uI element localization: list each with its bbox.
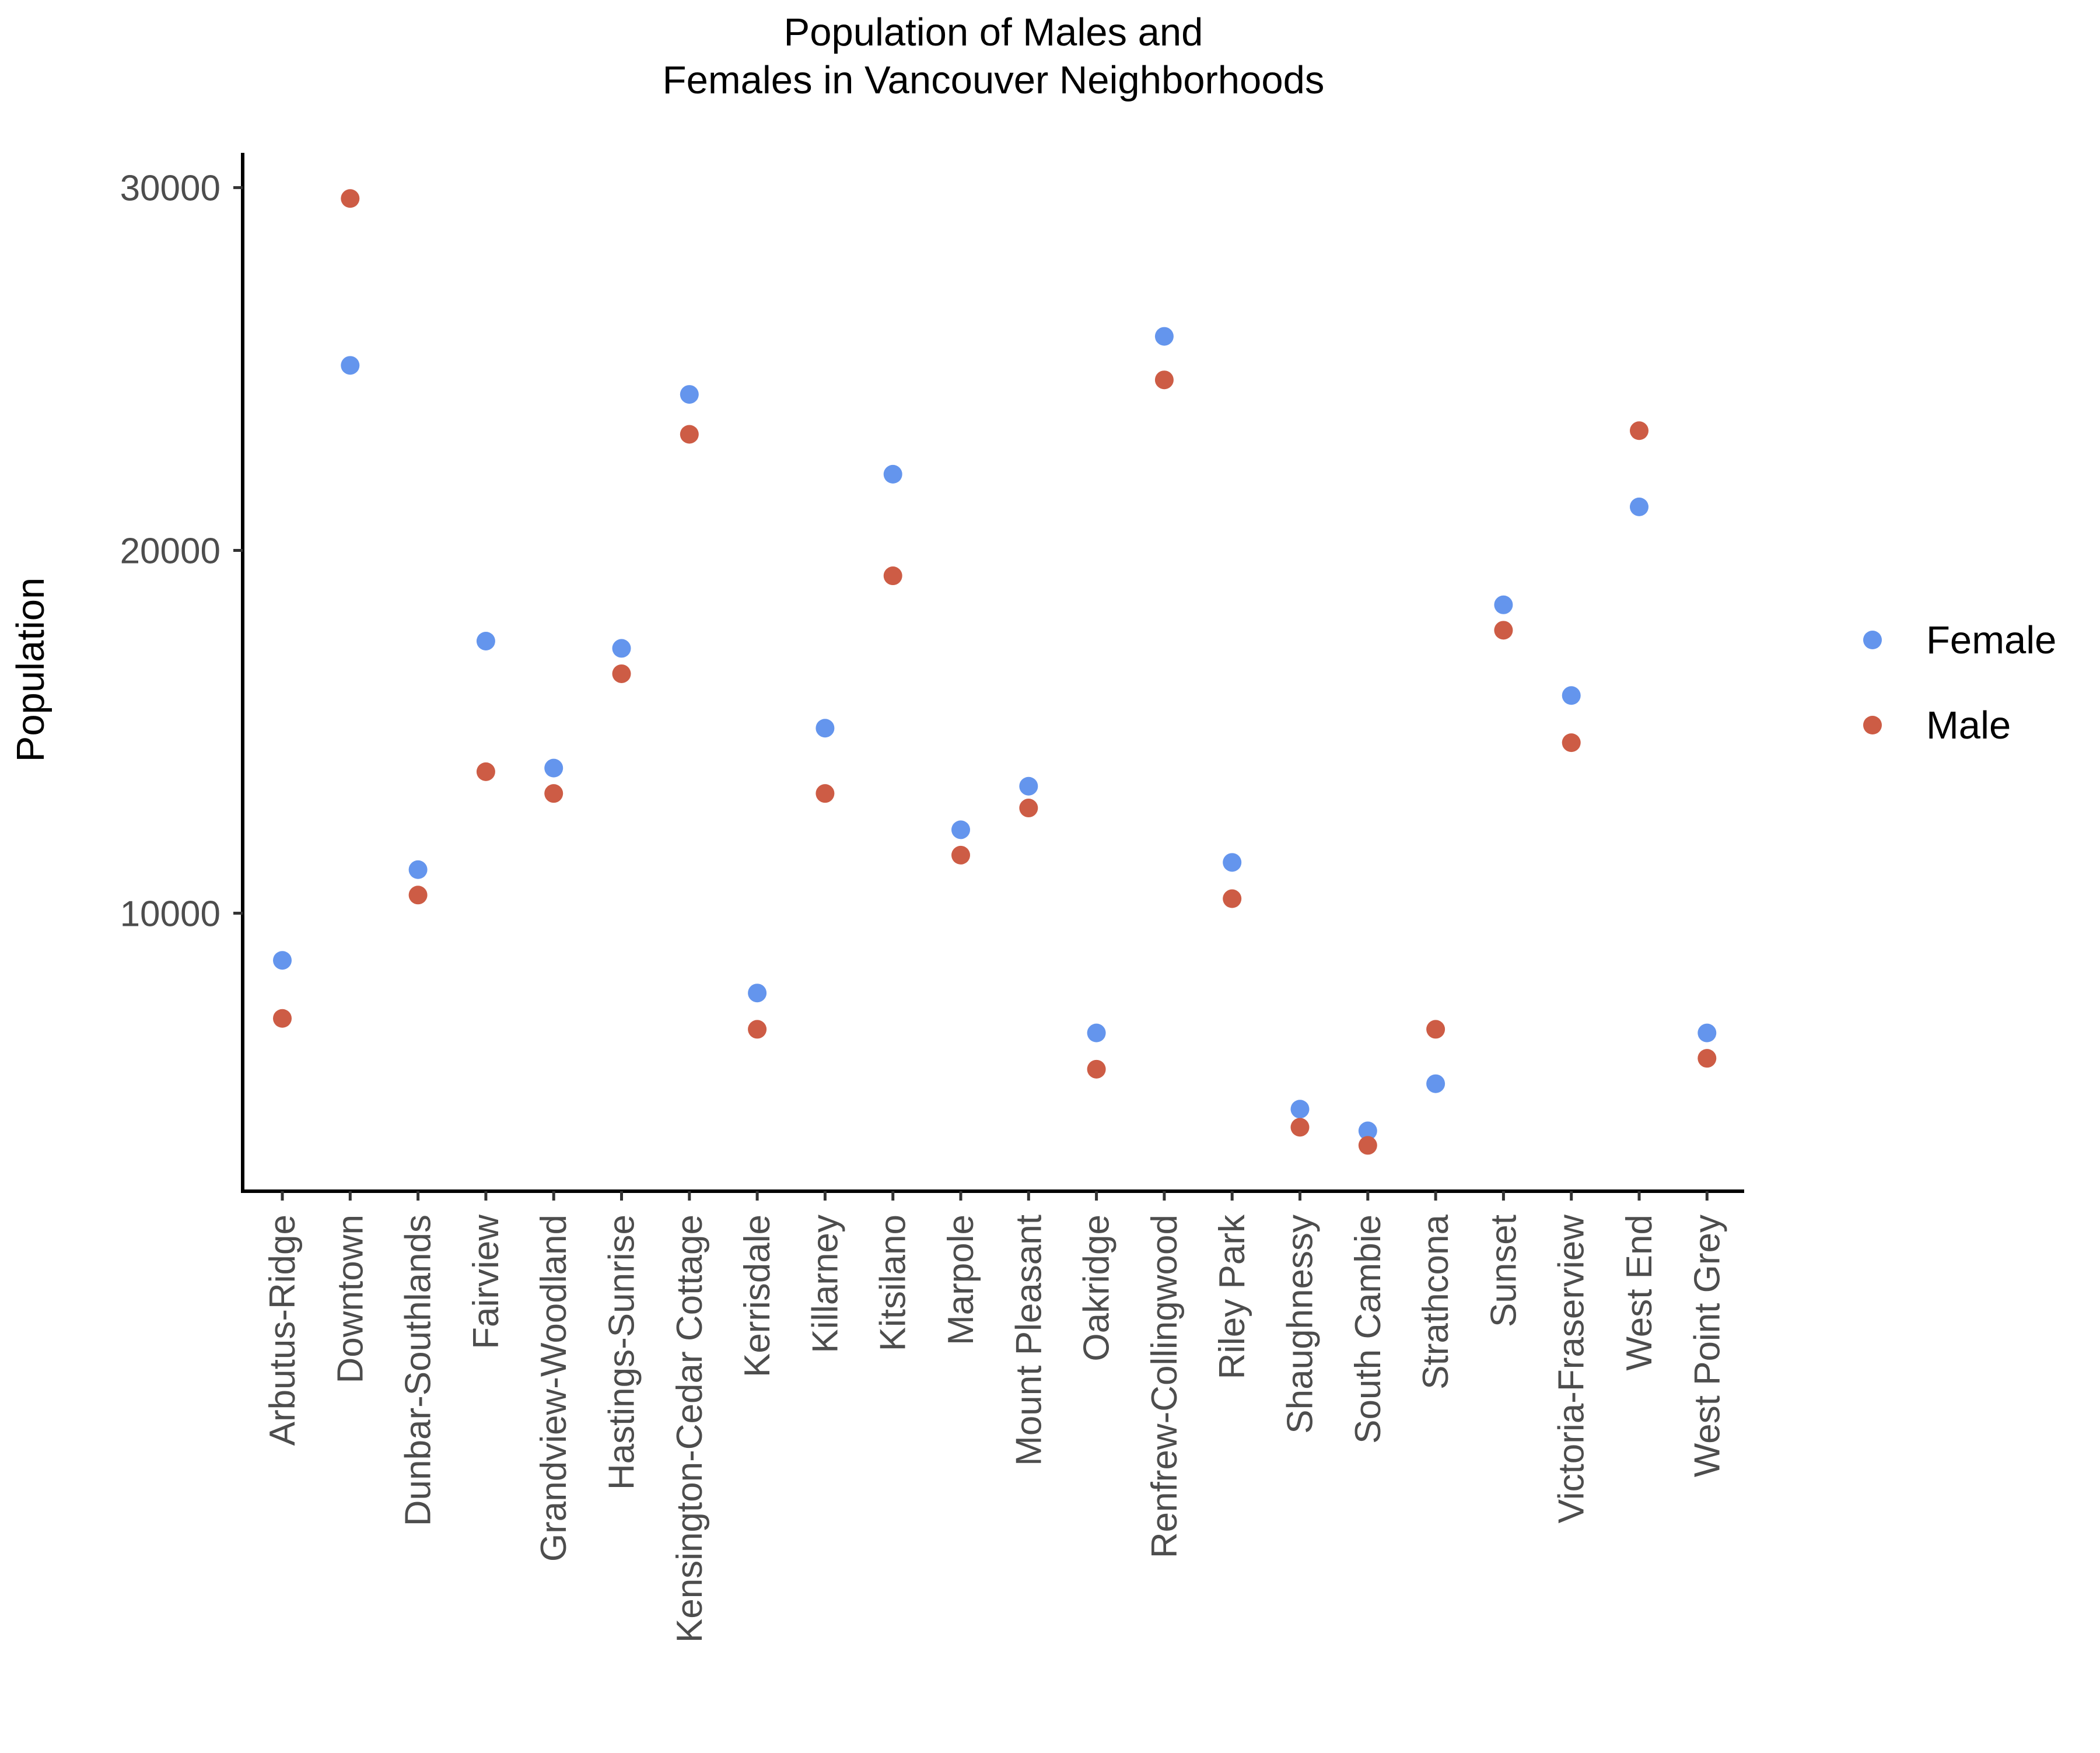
point-male: [1154, 370, 1174, 390]
x-tick-label: Strathcona: [1416, 1214, 1456, 1389]
point-male: [476, 762, 495, 781]
point-female: [680, 385, 699, 404]
x-tick-label: Riley Park: [1212, 1214, 1252, 1380]
point-male: [748, 1020, 767, 1039]
point-male: [680, 425, 699, 444]
point-female: [1154, 327, 1174, 346]
point-female: [1290, 1100, 1310, 1119]
data-points: [273, 189, 1717, 1155]
point-female: [273, 951, 292, 970]
x-tick-label: Kensington-Cedar Cottage: [670, 1215, 710, 1643]
y-tick-label: 30000: [120, 169, 220, 209]
point-female: [612, 639, 631, 658]
point-male: [1494, 621, 1513, 640]
x-tick-label: Oakridge: [1077, 1215, 1117, 1362]
point-female: [951, 820, 970, 839]
x-tick-label: South Cambie: [1348, 1215, 1388, 1444]
x-tick-label: Arbutus-Ridge: [262, 1215, 303, 1446]
x-tick-label: Fairview: [466, 1215, 506, 1349]
x-tick-label: Grandview-Woodland: [534, 1215, 574, 1562]
point-female: [1019, 776, 1038, 796]
x-tick-label: Killarney: [805, 1215, 845, 1353]
y-axis-ticks: 10000 20000 30000: [120, 169, 243, 934]
legend-marker-male: [1863, 716, 1882, 734]
x-tick-label: Kerrisdale: [737, 1215, 778, 1377]
x-tick-label: Shaughnessy: [1280, 1215, 1321, 1434]
point-female: [748, 984, 767, 1003]
x-tick-label: Downtown: [330, 1215, 370, 1383]
point-male: [1698, 1049, 1717, 1068]
point-female: [544, 758, 564, 778]
point-male: [1087, 1059, 1106, 1079]
point-female: [1698, 1023, 1717, 1042]
point-female: [341, 356, 360, 375]
point-male: [1630, 421, 1648, 440]
y-axis-label: Population: [9, 578, 52, 762]
point-female: [1630, 497, 1648, 516]
point-female: [816, 719, 835, 738]
point-male: [1426, 1020, 1446, 1039]
x-tick-label: Sunset: [1483, 1215, 1524, 1327]
point-female: [1426, 1074, 1446, 1093]
point-male: [1223, 889, 1242, 908]
x-tick-label: West End: [1619, 1215, 1660, 1371]
point-male: [408, 886, 428, 905]
point-male: [1562, 733, 1581, 753]
legend-label-female: Female: [1926, 618, 2056, 662]
x-axis-ticks: Arbutus-Ridge Downtown Dunbar-Southlands Fa…: [262, 1191, 1727, 1643]
x-tick-label: West Point Grey: [1687, 1215, 1727, 1477]
point-male: [544, 784, 564, 803]
x-tick-label: Marpole: [941, 1215, 981, 1345]
point-male: [1290, 1118, 1310, 1137]
point-male: [951, 845, 970, 865]
point-female: [1494, 595, 1513, 614]
y-tick-label: 20000: [120, 531, 220, 572]
legend-label-male: Male: [1926, 704, 2011, 747]
chart-title-line-2: Females in Vancouver Neighborhoods: [663, 58, 1325, 102]
chart-title-line-1: Population of Males and: [784, 11, 1203, 54]
point-female: [1223, 853, 1242, 872]
x-tick-label: Kitsilano: [873, 1215, 914, 1351]
legend-marker-female: [1863, 631, 1882, 649]
point-female: [883, 464, 902, 484]
point-male: [1019, 799, 1038, 818]
x-tick-label: Hastings-Sunrise: [602, 1215, 642, 1490]
point-male: [816, 784, 835, 803]
point-male: [1358, 1136, 1377, 1155]
chart-title: Population of Males and Females in Vanco…: [663, 11, 1325, 102]
point-male: [612, 664, 631, 683]
point-female: [408, 860, 428, 879]
point-male: [341, 189, 360, 208]
point-male: [883, 566, 902, 586]
point-female: [1562, 686, 1581, 705]
x-tick-label: Victoria-Fraserview: [1552, 1215, 1592, 1524]
legend: Female Male: [1863, 618, 2056, 747]
x-tick-label: Dunbar-Southlands: [398, 1215, 439, 1526]
point-female: [1087, 1023, 1106, 1042]
x-tick-label: Mount Pleasant: [1009, 1215, 1049, 1466]
y-tick-label: 10000: [120, 894, 220, 934]
x-tick-label: Renfrew-Collingwood: [1144, 1215, 1185, 1558]
point-female: [1358, 1121, 1377, 1140]
point-male: [273, 1009, 292, 1028]
point-female: [476, 631, 495, 650]
